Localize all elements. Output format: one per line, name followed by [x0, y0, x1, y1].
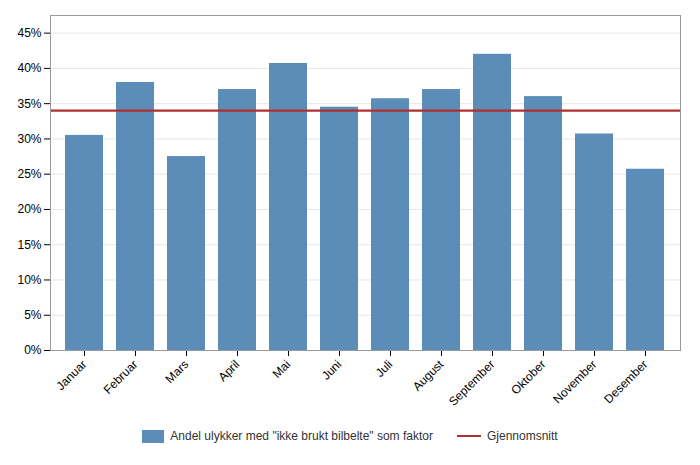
svg-text:10%: 10%	[17, 273, 41, 287]
svg-text:30%: 30%	[17, 132, 41, 146]
svg-text:Oktober: Oktober	[508, 357, 548, 397]
svg-text:5%: 5%	[24, 308, 42, 322]
svg-text:35%: 35%	[17, 96, 41, 110]
svg-text:40%: 40%	[17, 61, 41, 75]
svg-text:November: November	[550, 357, 599, 406]
svg-text:20%: 20%	[17, 202, 41, 216]
html-text:Gjennomsnitt: Gjennomsnitt	[487, 429, 558, 443]
svg-text:15%: 15%	[17, 238, 41, 252]
svg-text:Mars: Mars	[163, 357, 192, 386]
html-text:Andel ulykker med "ikke brukt: Andel ulykker med "ikke brukt bilbelte" …	[170, 429, 433, 443]
svg-text:August: August	[410, 357, 447, 394]
svg-text:Juni: Juni	[319, 357, 344, 382]
svg-text:Februar: Februar	[101, 357, 141, 397]
svg-text:25%: 25%	[17, 167, 41, 181]
svg-text:Juli: Juli	[373, 357, 396, 380]
svg-text:Mai: Mai	[270, 357, 294, 381]
svg-text:September: September	[446, 357, 497, 408]
svg-text:April: April	[215, 357, 242, 384]
svg-text:45%: 45%	[17, 26, 41, 40]
svg-text:Desember: Desember	[601, 357, 650, 406]
svg-text:0%: 0%	[24, 343, 42, 357]
svg-text:Januar: Januar	[53, 357, 89, 393]
